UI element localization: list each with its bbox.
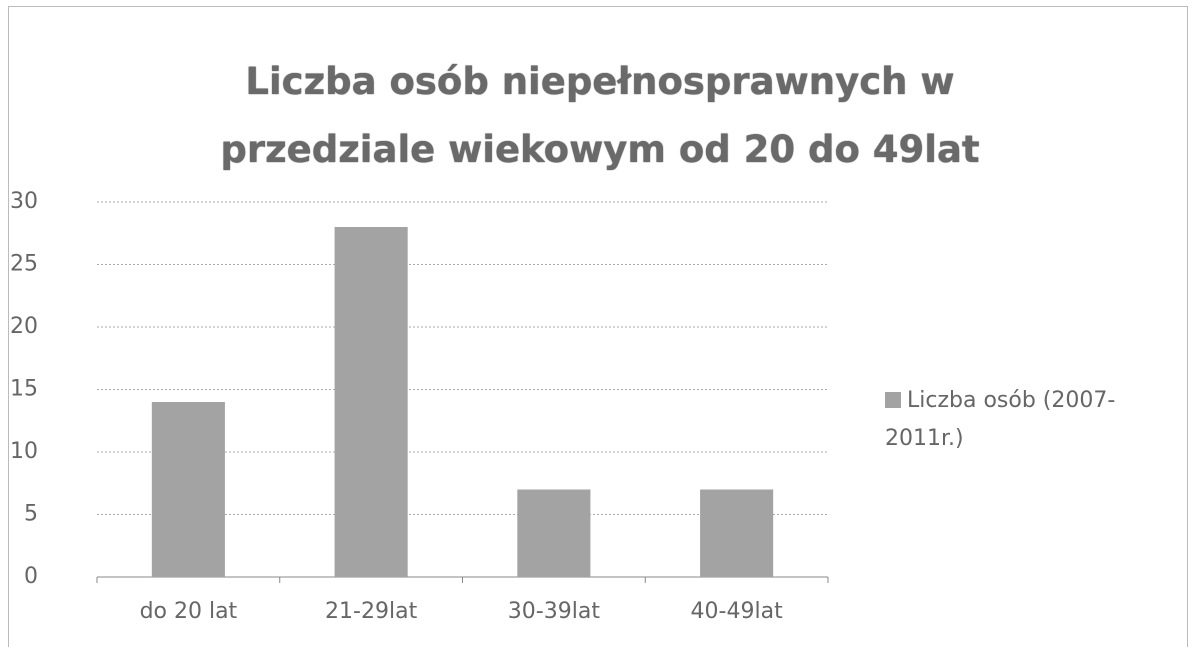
y-tick-label: 20 — [10, 314, 38, 339]
chart-title: Liczba osób niepełnosprawnych w przedzia… — [220, 60, 980, 171]
bar — [334, 227, 408, 577]
x-tick-label: do 20 lat — [140, 599, 238, 624]
y-tick-label: 25 — [10, 252, 38, 277]
bar — [151, 402, 225, 577]
y-tick-label: 5 — [24, 502, 38, 527]
y-tick-label: 15 — [10, 377, 38, 402]
bar — [700, 489, 774, 577]
y-tick-label: 30 — [10, 189, 38, 214]
bar — [517, 489, 591, 577]
x-tick-label: 30-39lat — [508, 599, 601, 624]
legend-swatch — [885, 392, 901, 408]
y-tick-label: 0 — [24, 564, 38, 589]
legend-label: Liczba osób (2007-2011r.) — [885, 388, 1116, 451]
y-tick-label: 10 — [10, 439, 38, 464]
x-tick-label: 21-29lat — [325, 599, 418, 624]
x-tick-label: 40-49lat — [691, 599, 784, 624]
legend: Liczba osób (2007-2011r.) — [885, 382, 1175, 458]
chart-frame — [8, 6, 1188, 647]
